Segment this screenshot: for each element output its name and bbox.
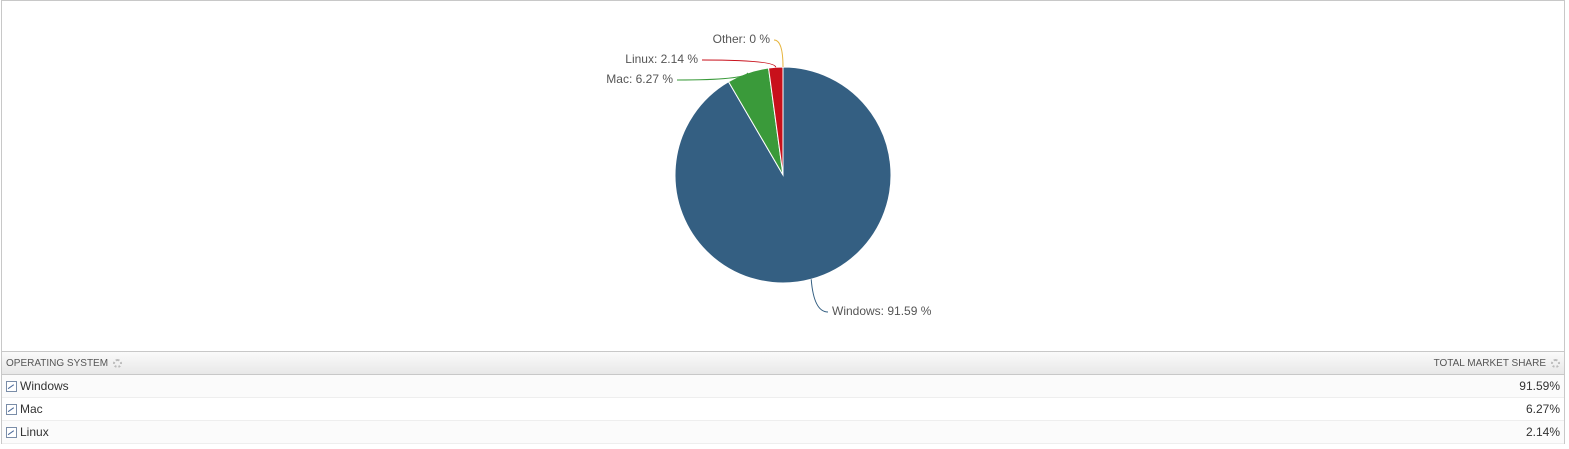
os-name: Mac <box>20 402 43 416</box>
data-label: Mac: 6.27 % <box>606 72 673 86</box>
row-label: Mac <box>6 402 43 416</box>
table-header: OPERATING SYSTEM TOTAL MARKET SHARE <box>2 351 1564 375</box>
table-row: Mac 6.27% <box>2 398 1564 421</box>
table-row: Windows 91.59% <box>2 375 1564 398</box>
row-label: Windows <box>6 379 69 393</box>
column-title: TOTAL MARKET SHARE <box>1433 357 1546 369</box>
label-connector <box>773 39 784 68</box>
row-label: Linux <box>6 425 49 439</box>
column-header[interactable]: TOTAL MARKET SHARE <box>1434 358 1560 369</box>
os-name: Linux <box>20 425 49 439</box>
row-evolution-icon[interactable] <box>6 380 17 392</box>
settings-icon[interactable] <box>113 358 123 368</box>
column-header[interactable]: OPERATING SYSTEM <box>6 357 123 369</box>
data-table: OPERATING SYSTEM TOTAL MARKET SHARE Wind… <box>2 351 1564 444</box>
label-connector <box>701 59 777 68</box>
row-evolution-icon[interactable] <box>6 426 17 438</box>
market-share: 91.59% <box>1519 379 1560 393</box>
data-label: Linux: 2.14 % <box>625 52 698 66</box>
table-body: Windows 91.59% Mac 6.27% Linux 2.14% <box>2 375 1564 444</box>
label-connector <box>810 279 829 313</box>
pie-chart: Windows: 91.59 % Mac: 6.27 % Linux: 2.14 %… <box>606 32 932 318</box>
row-evolution-icon[interactable] <box>6 403 17 415</box>
settings-icon[interactable] <box>1551 358 1560 368</box>
market-share: 2.14% <box>1525 425 1560 439</box>
data-label: Other: 0 % <box>713 32 771 46</box>
column-title: OPERATING SYSTEM <box>6 357 109 369</box>
os-name: Windows <box>20 379 69 393</box>
data-label: Windows: 91.59 % <box>832 304 932 318</box>
label-connector <box>676 72 749 81</box>
table-row: Linux 2.14% <box>2 421 1564 444</box>
market-share: 6.27% <box>1525 402 1560 416</box>
